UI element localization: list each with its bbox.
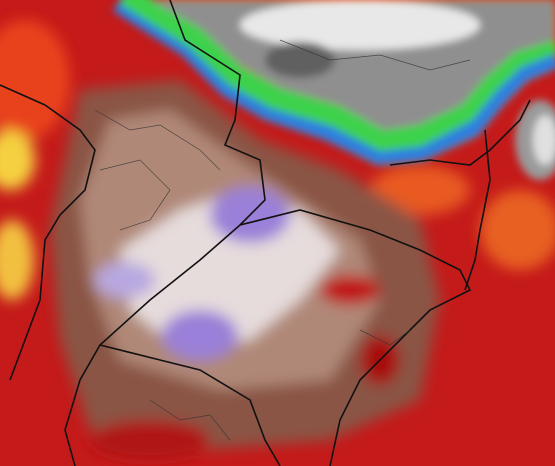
- border-line: [99, 344, 281, 466]
- orange-zone: [370, 165, 470, 215]
- white-cloud: [240, 0, 480, 50]
- internal-line: [94, 109, 221, 171]
- internal-line: [279, 39, 471, 71]
- internal-line: [99, 159, 171, 231]
- red-spot: [320, 275, 380, 305]
- dark-gray: [265, 42, 335, 78]
- border-line: [64, 0, 266, 466]
- yellow-zone: [0, 220, 34, 300]
- borders: [0, 0, 531, 466]
- purple-zone: [95, 262, 155, 298]
- coast-line: [464, 129, 491, 291]
- border-line: [0, 84, 96, 381]
- internal-borders: [94, 39, 471, 441]
- internal-line: [149, 399, 231, 441]
- purple-zone: [162, 310, 238, 360]
- internal-line: [359, 329, 411, 346]
- white-zone: [120, 190, 340, 350]
- red-spot: [90, 420, 210, 460]
- border-line: [389, 99, 531, 166]
- border-line: [239, 209, 472, 466]
- white-cloud: [533, 115, 555, 165]
- orange-zone: [480, 190, 555, 270]
- yellow-zone: [0, 130, 35, 190]
